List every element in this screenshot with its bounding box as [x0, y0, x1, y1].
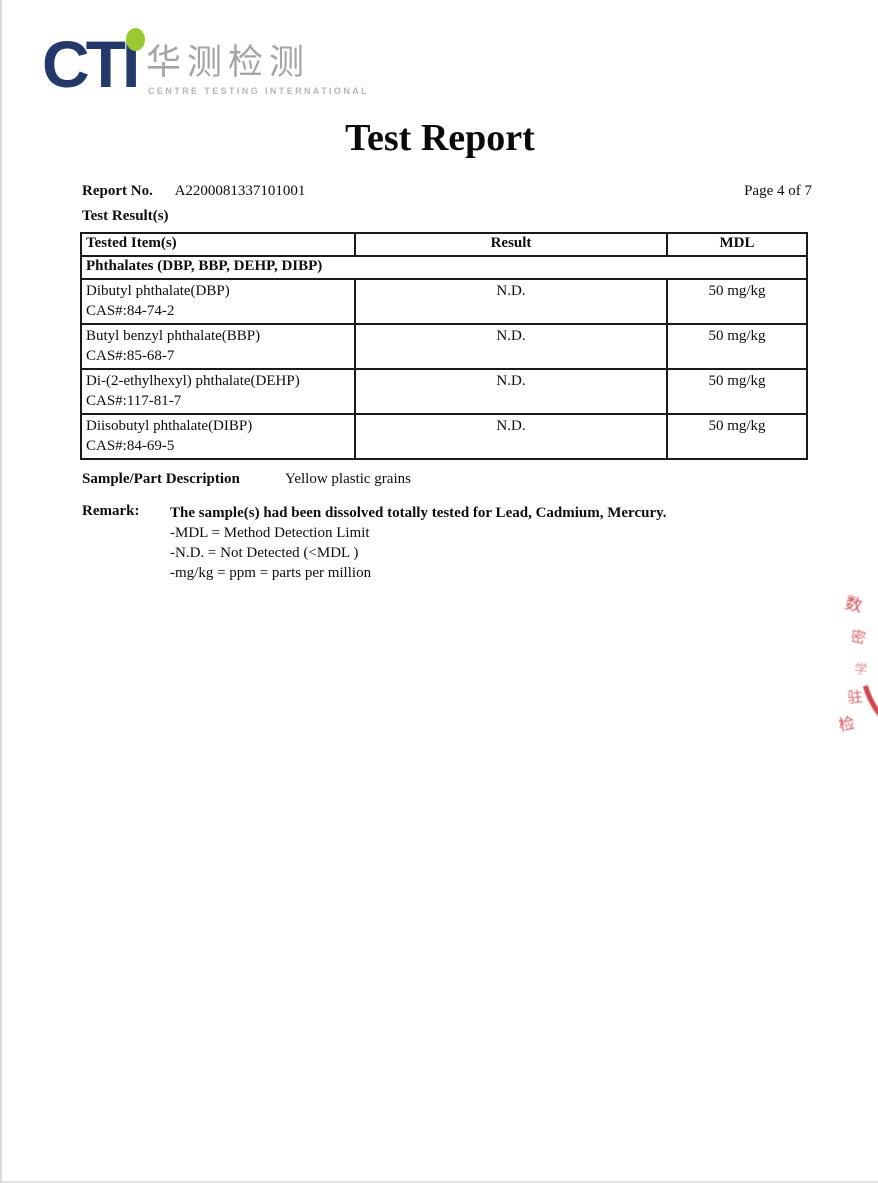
report-number-value: A2200081337101001 [174, 183, 306, 199]
item-cas-number: CAS#:117-81-7 [86, 393, 182, 409]
table-row: Butyl benzyl phthalate(BBP) CAS#:85-68-7… [80, 323, 808, 370]
item-name: Diisobutyl phthalate(DIBP) [86, 418, 253, 434]
cti-logo: CTI 华测检测 CENTRE TESTING INTERNATIONAL [42, 25, 367, 110]
table-row: Dibutyl phthalate(DBP) CAS#:84-74-2 N.D.… [80, 278, 808, 325]
item-name: Di-(2-ethylhexyl) phthalate(DEHP) [86, 373, 300, 389]
cell-tested-item: Di-(2-ethylhexyl) phthalate(DEHP) CAS#:1… [80, 368, 356, 415]
remark-line-dissolved: The sample(s) had been dissolved totally… [170, 505, 667, 521]
remark-section: Remark: The sample(s) had been dissolved… [82, 503, 822, 583]
report-number: Report No. A2200081337101001 [82, 183, 305, 200]
stamp-character: 数 [843, 593, 864, 616]
sample-description-row: Sample/Part Description Yellow plastic g… [82, 471, 411, 488]
cti-logo-acronym: CTI [42, 27, 140, 101]
cell-tested-item: Dibutyl phthalate(DBP) CAS#:84-74-2 [80, 278, 356, 325]
report-number-label: Report No. [82, 183, 153, 199]
column-header-result: Result [354, 232, 668, 257]
cell-result: N.D. [354, 278, 668, 325]
table-row: Diisobutyl phthalate(DIBP) CAS#:84-69-5 … [80, 413, 808, 460]
remark-line-nd: -N.D. = Not Detected (<MDL ) [170, 545, 359, 561]
cell-mdl: 50 mg/kg [666, 323, 808, 370]
stamp-character: 密 [849, 628, 867, 647]
cell-result: N.D. [354, 368, 668, 415]
report-meta-row: Report No. A2200081337101001 Page 4 of 7 [82, 183, 812, 200]
column-header-mdl: MDL [666, 232, 808, 257]
red-seal-stamp: 数 密 学 驻 检 [834, 563, 878, 761]
item-cas-number: CAS#:84-69-5 [86, 438, 175, 454]
remark-label: Remark: [82, 503, 140, 519]
test-results-section-label: Test Result(s) [82, 208, 169, 224]
page-number: Page 4 of 7 [744, 183, 812, 199]
item-name: Dibutyl phthalate(DBP) [86, 283, 230, 299]
table-group-header-row: Phthalates (DBP, BBP, DEHP, DIBP) [80, 255, 808, 280]
stamp-character: 驻 [847, 689, 864, 707]
cti-logo-subtitle: CENTRE TESTING INTERNATIONAL [148, 86, 370, 96]
table-header-row: Tested Item(s) Result MDL [80, 232, 808, 257]
cti-logo-chinese-name: 华测检测 [146, 43, 311, 82]
sample-description-label: Sample/Part Description [82, 471, 240, 487]
remark-lines: The sample(s) had been dissolved totally… [170, 503, 667, 583]
item-name: Butyl benzyl phthalate(BBP) [86, 328, 261, 344]
remark-line-mdl: -MDL = Method Detection Limit [170, 525, 370, 541]
cell-mdl: 50 mg/kg [666, 368, 808, 415]
cell-mdl: 50 mg/kg [666, 278, 808, 325]
cell-result: N.D. [354, 323, 668, 370]
cell-mdl: 50 mg/kg [666, 413, 808, 460]
cti-logo-green-dot-icon [126, 28, 145, 51]
page-title: Test Report [345, 117, 535, 159]
item-cas-number: CAS#:84-74-2 [86, 303, 175, 319]
sample-description-value: Yellow plastic grains [285, 471, 411, 487]
cell-result: N.D. [354, 413, 668, 460]
item-cas-number: CAS#:85-68-7 [86, 348, 175, 364]
group-header-phthalates: Phthalates (DBP, BBP, DEHP, DIBP) [80, 255, 808, 280]
table-row: Di-(2-ethylhexyl) phthalate(DEHP) CAS#:1… [80, 368, 808, 415]
test-results-table: Tested Item(s) Result MDL Phthalates (DB… [80, 232, 808, 460]
remark-line-mgkg: -mg/kg = ppm = parts per million [170, 565, 372, 581]
stamp-character: 学 [854, 661, 869, 677]
cell-tested-item: Butyl benzyl phthalate(BBP) CAS#:85-68-7 [80, 323, 356, 370]
cell-tested-item: Diisobutyl phthalate(DIBP) CAS#:84-69-5 [80, 413, 356, 460]
stamp-character: 检 [837, 714, 856, 735]
column-header-tested-items: Tested Item(s) [80, 232, 356, 257]
red-seal-stamp-graphic: 数 密 学 驻 检 [837, 593, 878, 735]
